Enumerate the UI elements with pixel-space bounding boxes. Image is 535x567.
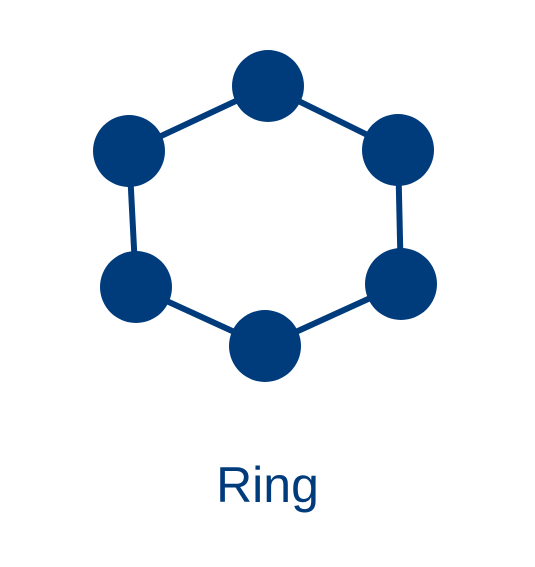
diagram-caption: Ring bbox=[216, 457, 319, 513]
ring-node bbox=[365, 248, 437, 320]
ring-node bbox=[362, 114, 434, 186]
ring-nodes bbox=[93, 50, 437, 382]
ring-node bbox=[232, 50, 304, 122]
ring-edges bbox=[126, 83, 404, 349]
ring-node bbox=[229, 310, 301, 382]
ring-topology-diagram bbox=[93, 50, 437, 382]
ring-node bbox=[93, 115, 165, 187]
ring-node bbox=[100, 251, 172, 323]
